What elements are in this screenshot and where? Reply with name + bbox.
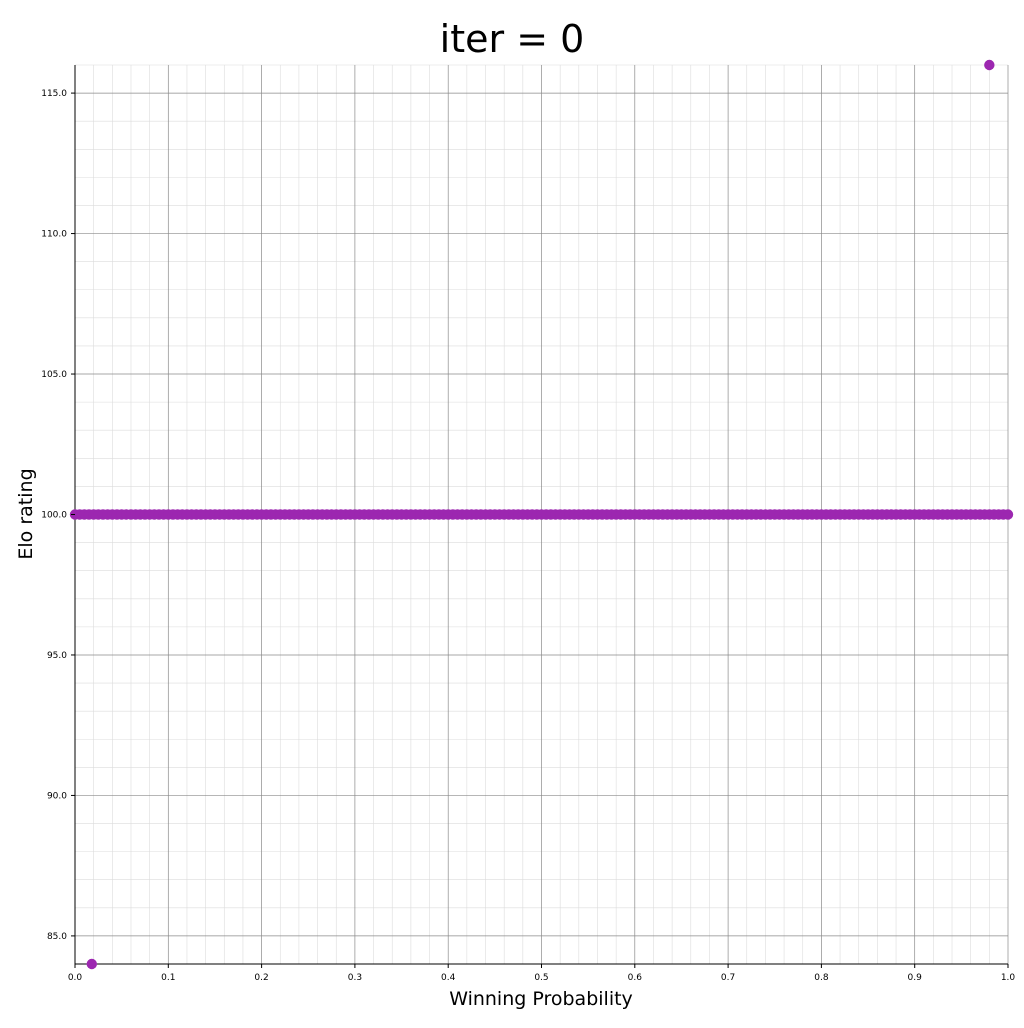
x-tick-label: 0.9 (908, 973, 923, 983)
x-tick-label: 0.0 (68, 973, 83, 983)
data-point (86, 958, 97, 970)
x-tick-label: 0.2 (254, 973, 268, 983)
y-tick-label: 90.0 (47, 791, 67, 801)
x-tick-label: 0.7 (721, 973, 735, 983)
x-tick-label: 0.3 (348, 973, 362, 983)
y-tick-label: 105.0 (41, 370, 67, 380)
x-tick-label: 0.5 (534, 973, 548, 983)
x-tick-label: 0.1 (161, 973, 175, 983)
y-axis-label: Elo rating (15, 468, 37, 559)
x-tick-label: 0.4 (441, 973, 456, 983)
x-tick-label: 0.6 (628, 973, 643, 983)
data-point (984, 59, 995, 71)
x-tick-label: 0.8 (814, 973, 829, 983)
x-axis-label: Winning Probability (449, 988, 633, 1010)
chart-title: iter = 0 (440, 17, 585, 61)
ticks-layer: 0.0 0.1 0.2 0.3 0.4 0.5 0.6 0.7 0.8 0.9 1.0 85.0 90.… (41, 89, 1015, 983)
x-tick-label: 1.0 (1001, 973, 1016, 983)
y-tick-label: 110.0 (41, 230, 67, 240)
points-layer (69, 59, 1014, 970)
y-tick-label: 100.0 (41, 511, 67, 521)
y-tick-label: 115.0 (41, 89, 67, 99)
y-tick-label: 95.0 (47, 651, 67, 661)
data-point (1002, 509, 1014, 520)
y-tick-label: 85.0 (47, 932, 67, 942)
